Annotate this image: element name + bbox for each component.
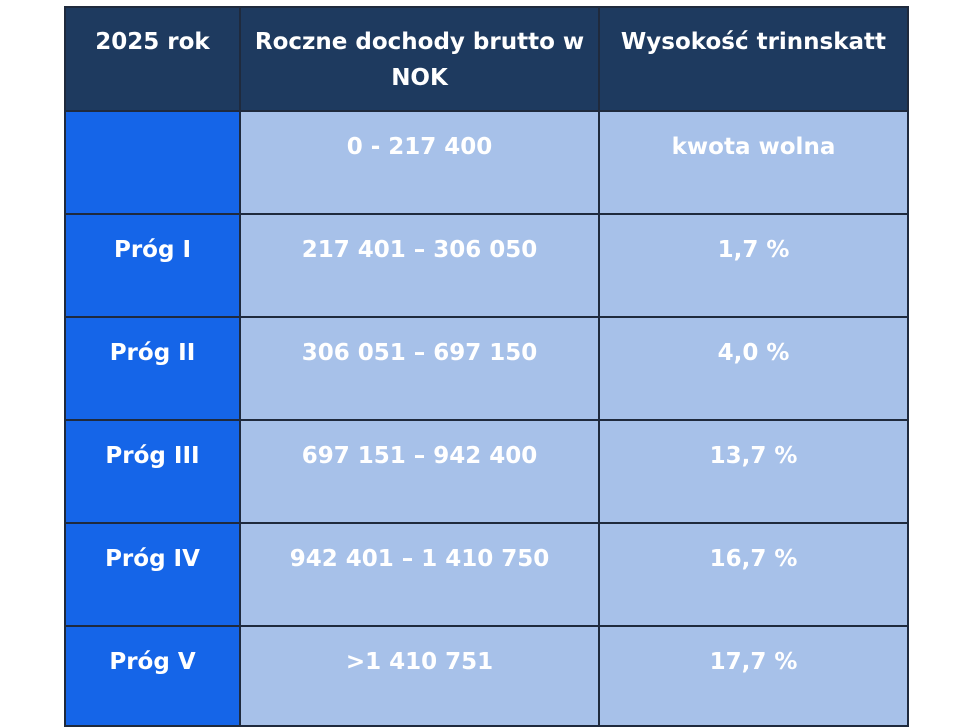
tax-rate: 4,0 %	[598, 316, 909, 421]
table-row: Próg V >1 410 751 17,7 %	[64, 625, 909, 727]
income-range: 0 - 217 400	[239, 110, 600, 215]
row-label: Próg IV	[64, 522, 241, 627]
table-header-row: 2025 rok Roczne dochody brutto w NOK Wys…	[64, 6, 909, 112]
table-row: Próg II 306 051 – 697 150 4,0 %	[64, 316, 909, 421]
row-label: Próg I	[64, 213, 241, 318]
row-label: Próg II	[64, 316, 241, 421]
income-range: 306 051 – 697 150	[239, 316, 600, 421]
tax-bracket-table: 2025 rok Roczne dochody brutto w NOK Wys…	[64, 6, 909, 727]
tax-rate: 17,7 %	[598, 625, 909, 727]
tax-rate: 16,7 %	[598, 522, 909, 627]
header-year: 2025 rok	[64, 6, 241, 112]
header-tax-rate: Wysokość trinnskatt	[598, 6, 909, 112]
tax-rate: 1,7 %	[598, 213, 909, 318]
income-range: 217 401 – 306 050	[239, 213, 600, 318]
table-row: Próg I 217 401 – 306 050 1,7 %	[64, 213, 909, 318]
tax-rate: kwota wolna	[598, 110, 909, 215]
row-label	[64, 110, 241, 215]
row-label: Próg V	[64, 625, 241, 727]
table-row: Próg III 697 151 – 942 400 13,7 %	[64, 419, 909, 524]
income-range: 697 151 – 942 400	[239, 419, 600, 524]
income-range: >1 410 751	[239, 625, 600, 727]
table-row: Próg IV 942 401 – 1 410 750 16,7 %	[64, 522, 909, 627]
row-label: Próg III	[64, 419, 241, 524]
header-gross-income: Roczne dochody brutto w NOK	[239, 6, 600, 112]
income-range: 942 401 – 1 410 750	[239, 522, 600, 627]
tax-rate: 13,7 %	[598, 419, 909, 524]
table-row: 0 - 217 400 kwota wolna	[64, 110, 909, 215]
